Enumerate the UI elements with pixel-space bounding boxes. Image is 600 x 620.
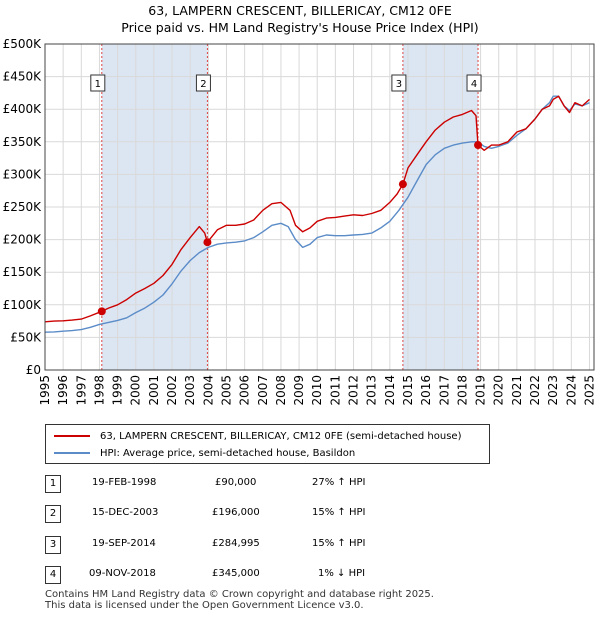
- y-tick-label: £150K: [3, 265, 43, 279]
- x-tick-label: 2002: [165, 375, 179, 406]
- y-tick-label: £500K: [3, 37, 43, 51]
- footer: Contains HM Land Registry data © Crown c…: [45, 589, 434, 611]
- legend-item-price: 63, LAMPERN CRESCENT, BILLERICAY, CM12 0…: [54, 428, 461, 444]
- transaction-date: 15-DEC-2003: [92, 507, 159, 518]
- transaction-number: 2: [45, 505, 61, 523]
- sale-label-box: [195, 74, 211, 92]
- sale-label-box: [391, 74, 407, 92]
- footer-licence: This data is licensed under the Open Gov…: [45, 600, 364, 611]
- x-tick-label: 2018: [455, 375, 469, 406]
- x-tick-label: 2024: [564, 375, 578, 406]
- legend: 63, LAMPERN CRESCENT, BILLERICAY, CM12 0…: [45, 424, 490, 464]
- y-tick-label: £0: [26, 363, 41, 377]
- y-tick-label: £300K: [3, 167, 43, 181]
- transaction-date: 19-SEP-2014: [92, 538, 156, 549]
- transaction-date: 09-NOV-2018: [89, 568, 156, 579]
- x-tick-label: 2006: [238, 375, 252, 406]
- y-tick-label: £400K: [3, 102, 43, 116]
- x-tick-label: 2013: [365, 375, 379, 406]
- transaction-hpi: 15% ↑ HPI: [312, 538, 366, 549]
- transaction-date: 19-FEB-1998: [92, 477, 157, 488]
- x-tick-label: 1999: [111, 375, 125, 406]
- transaction-hpi: 1% ↓ HPI: [318, 568, 366, 579]
- sale-point: [474, 141, 483, 150]
- sale-point: [203, 238, 212, 247]
- transaction-price: £90,000: [215, 477, 257, 488]
- legend-swatch-price: [54, 435, 90, 437]
- transaction-price: £196,000: [212, 507, 260, 518]
- sale-label: 3: [391, 74, 407, 92]
- y-tick-label: £350K: [3, 135, 43, 149]
- x-tick-label: 2014: [383, 375, 397, 406]
- x-tick-label: 1998: [92, 375, 106, 406]
- x-tick-label: 2015: [401, 375, 415, 406]
- x-tick-label: 2005: [219, 375, 233, 406]
- footer-copyright: Contains HM Land Registry data © Crown c…: [45, 589, 434, 600]
- sale-label-text: 4: [471, 79, 477, 90]
- x-tick-label: 2020: [492, 375, 506, 406]
- price-chart: 1 2 3 4 £0 £50K £100K £150K £200K £250K £300K £350K…: [3, 37, 597, 406]
- transaction-number: 3: [45, 536, 61, 554]
- x-tick-label: 2009: [292, 375, 306, 406]
- x-tick-label: 1996: [56, 375, 70, 406]
- x-tick-label: 2022: [528, 375, 542, 406]
- transaction-hpi: 27% ↑ HPI: [312, 477, 366, 488]
- y-tick-label: £200K: [3, 233, 43, 247]
- x-tick-label: 1995: [38, 375, 52, 406]
- chart-subtitle: Price paid vs. HM Land Registry's House …: [121, 20, 479, 35]
- sale-label: 4: [466, 74, 482, 92]
- transaction-price: £345,000: [212, 568, 260, 579]
- sale-label-text: 3: [396, 79, 402, 90]
- x-tick-label: 2025: [582, 375, 596, 406]
- x-tick-label: 2007: [256, 375, 270, 406]
- x-tick-label: 2000: [129, 375, 143, 406]
- sale-point: [97, 307, 106, 316]
- transaction-hpi: 15% ↑ HPI: [312, 507, 366, 518]
- plot-frame: [44, 43, 595, 371]
- x-tick-label: 2003: [183, 375, 197, 406]
- sale-label-text: 2: [200, 79, 206, 90]
- x-tick-label: 2010: [310, 375, 324, 406]
- x-tick-label: 2021: [510, 375, 524, 406]
- x-tick-label: 2017: [437, 375, 451, 406]
- price-paid-line: [44, 95, 590, 323]
- legend-label-hpi: HPI: Average price, semi-detached house,…: [100, 447, 356, 459]
- x-tick-label: 2012: [347, 375, 361, 406]
- legend-item-hpi: HPI: Average price, semi-detached house,…: [54, 445, 355, 461]
- y-tick-label: £100K: [3, 298, 43, 312]
- sale-label-box: [90, 74, 106, 92]
- transaction-price: £284,995: [212, 538, 260, 549]
- legend-label-price: 63, LAMPERN CRESCENT, BILLERICAY, CM12 0…: [100, 430, 462, 442]
- y-tick-label: £450K: [3, 70, 43, 84]
- x-tick-label: 2008: [274, 375, 288, 406]
- transaction-number: 4: [45, 566, 61, 584]
- y-tick-label: £250K: [3, 200, 43, 214]
- x-tick-label: 2016: [419, 375, 433, 406]
- transaction-number: 1: [45, 475, 61, 493]
- x-tick-label: 2004: [201, 375, 215, 406]
- x-tick-label: 2019: [474, 375, 488, 406]
- sale-point: [398, 180, 407, 189]
- sale-label-box: [466, 74, 482, 92]
- sale-label-text: 1: [95, 79, 101, 90]
- sale-label: 1: [90, 74, 106, 92]
- x-tick-label: 2023: [546, 375, 560, 406]
- x-tick-label: 2001: [147, 375, 161, 406]
- x-tick-label: 1997: [74, 375, 88, 406]
- chart-title: 63, LAMPERN CRESCENT, BILLERICAY, CM12 0…: [148, 3, 452, 18]
- y-tick-label: £50K: [10, 330, 42, 344]
- x-tick-label: 2011: [328, 375, 342, 406]
- sale-label: 2: [195, 74, 211, 92]
- hpi-line: [44, 95, 590, 333]
- legend-swatch-hpi: [54, 452, 90, 454]
